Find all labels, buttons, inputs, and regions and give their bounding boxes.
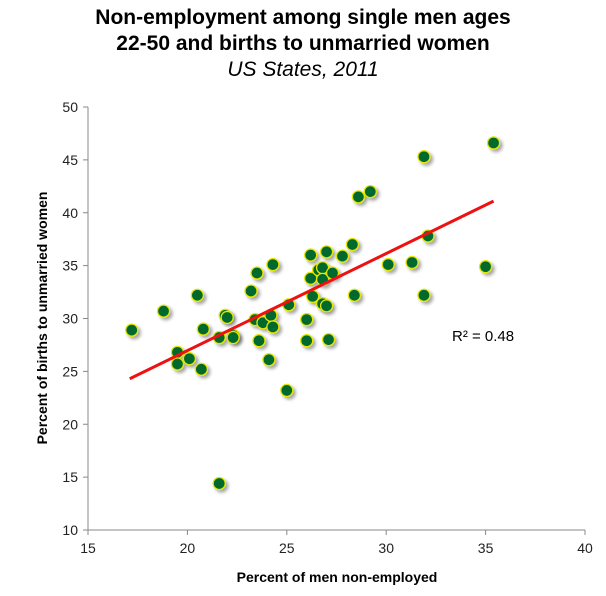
data-point <box>417 288 431 302</box>
data-point <box>417 150 431 164</box>
data-point <box>319 299 334 313</box>
data-point <box>266 257 280 272</box>
data-point <box>304 248 318 262</box>
data-point <box>156 304 171 318</box>
data-point <box>486 136 501 150</box>
data-point <box>347 288 362 302</box>
data-point <box>244 284 258 298</box>
data-point <box>212 476 226 491</box>
y-tick-label: 15 <box>62 469 78 485</box>
x-tick-label: 30 <box>378 540 394 556</box>
data-point <box>478 260 493 274</box>
data-point <box>351 190 366 204</box>
data-point <box>252 334 266 348</box>
data-point <box>266 320 280 334</box>
trendline <box>129 199 495 381</box>
x-axis-label: Percent of men non-employed <box>237 569 438 585</box>
chart-subtitle: US States, 2011 <box>227 58 379 81</box>
data-point <box>335 249 350 263</box>
data-point <box>345 237 360 252</box>
y-tick-label: 25 <box>62 363 78 379</box>
data-point <box>220 310 234 325</box>
chart-title-line2: 22-50 and births to unmarried women <box>116 32 490 55</box>
data-point <box>250 266 264 280</box>
data-point <box>196 322 210 336</box>
x-tick-label: 35 <box>478 540 494 556</box>
data-point <box>226 330 240 345</box>
y-tick-label: 10 <box>62 522 78 538</box>
y-tick-label: 20 <box>62 416 78 432</box>
data-point <box>182 352 197 366</box>
y-tick-label: 45 <box>62 152 78 168</box>
r-squared-annotation: R² = 0.48 <box>452 328 514 345</box>
data-point <box>300 334 314 348</box>
y-axis-label: Percent of births to unmarried women <box>34 192 50 445</box>
x-tick-label: 15 <box>80 540 96 556</box>
data-point <box>321 332 336 347</box>
x-tick-label: 40 <box>577 540 593 556</box>
data-point <box>405 255 419 270</box>
y-tick-label: 50 <box>62 99 78 115</box>
y-tick-label: 35 <box>62 258 78 274</box>
data-point <box>280 383 294 398</box>
data-point <box>363 184 377 199</box>
y-tick-label: 30 <box>62 311 78 327</box>
chart-title: Non-employment among single men ages <box>95 6 511 29</box>
data-point <box>125 323 139 337</box>
data-point <box>319 245 334 259</box>
data-point <box>190 288 204 302</box>
data-point <box>381 257 395 272</box>
data-point <box>194 362 208 376</box>
data-point <box>262 353 276 367</box>
data-point <box>300 312 314 327</box>
data-point <box>170 357 185 371</box>
x-tick-label: 20 <box>180 540 196 556</box>
x-tick-label: 25 <box>279 540 295 556</box>
y-tick-label: 40 <box>62 205 78 221</box>
